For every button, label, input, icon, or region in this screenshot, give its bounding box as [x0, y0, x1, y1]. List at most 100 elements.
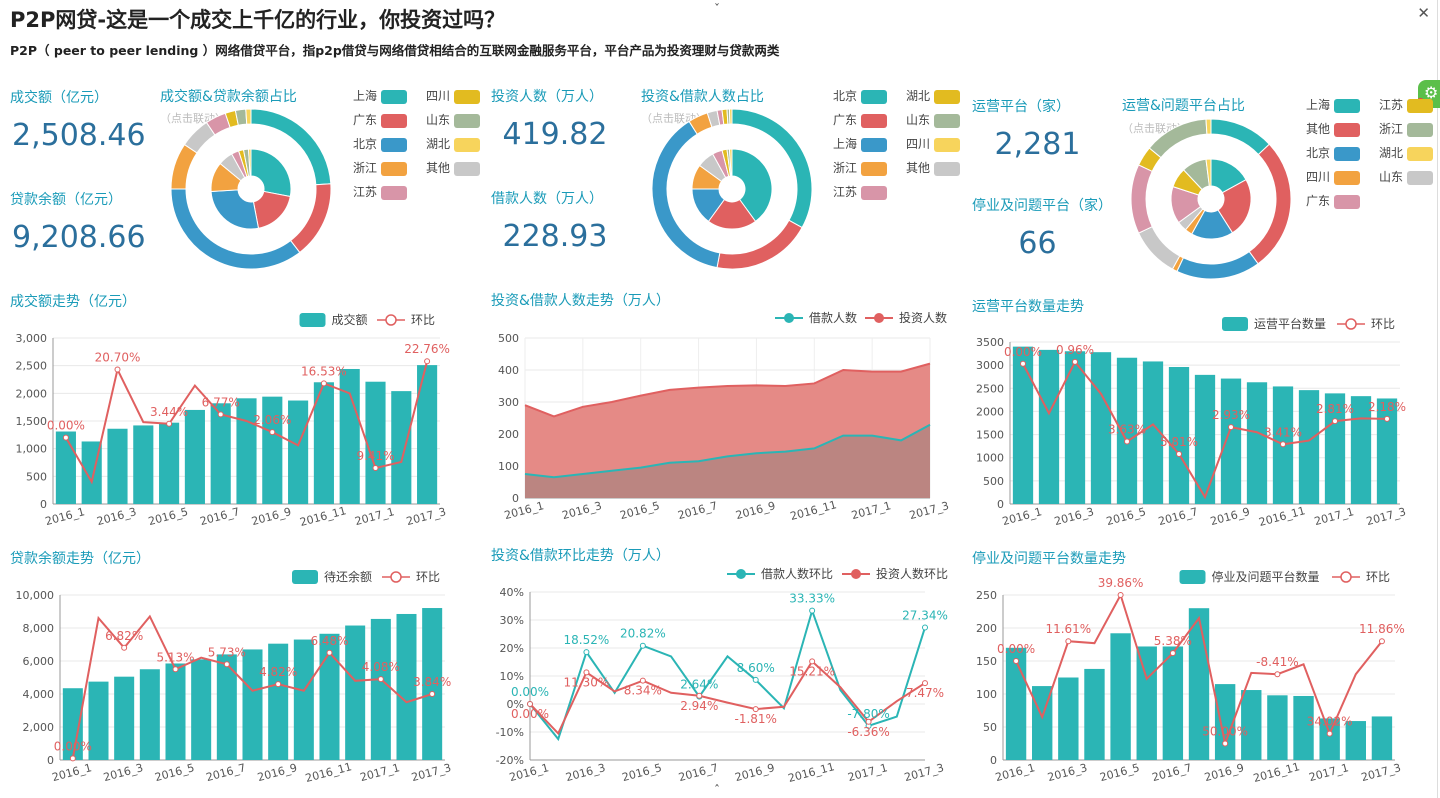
line4-bar: [345, 625, 366, 760]
pie3-legend-swatch: [1334, 195, 1360, 209]
line1-bar: [184, 409, 205, 504]
line5-data-label: 15.21%: [789, 664, 835, 678]
line3-ytick: 2500: [976, 382, 1004, 395]
line6-line: [1015, 592, 1383, 748]
expand-down-caret-icon[interactable]: ˆ: [714, 783, 720, 797]
line1-bar: [55, 431, 76, 504]
line6-bar: [1005, 647, 1027, 760]
line4-bar: [165, 663, 186, 760]
pie2-legend-label: 浙江: [833, 161, 857, 175]
line1-data-label: 6.77%: [202, 395, 240, 409]
line4-legend-swatch: [292, 570, 318, 584]
line4-bar: [319, 633, 340, 760]
line4-bar: [114, 676, 135, 760]
line4-ytick: 0: [47, 754, 54, 767]
line5-ytick: 0%: [507, 698, 524, 711]
line5-data-label: 7.47%: [906, 686, 944, 700]
line3-legend-label: 运营平台数量: [1254, 316, 1326, 331]
line4-data-label: 6.82%: [105, 629, 143, 643]
line6-xtick: 2016_3: [1046, 761, 1088, 784]
line1-line-point: [320, 380, 327, 387]
line4-bar: [370, 618, 391, 760]
collapse-up-caret-icon[interactable]: ˇ: [714, 2, 720, 16]
line4-legend-dot: [390, 571, 402, 583]
line5-data-label: -7.80%: [847, 707, 889, 721]
line6-data-label: 5.38%: [1154, 634, 1192, 648]
pie1-legend-swatch: [454, 90, 480, 104]
pie3-outer-slice-广东: [1130, 164, 1153, 234]
pie1-legend-swatch: [454, 138, 480, 152]
line1-legend-label: 成交额: [332, 312, 368, 327]
line6-ytick: 200: [976, 622, 997, 635]
pie1-legend-label: 湖北: [426, 136, 450, 151]
pie2-inner-slice-四川: [728, 148, 733, 177]
pie2-legend-swatch: [861, 186, 887, 200]
line2-legend-label: 借款人数: [809, 310, 857, 325]
line3-data-label: 3.63%: [1108, 423, 1146, 437]
line3-legend-dot: [1345, 318, 1357, 330]
line6-ytick: 150: [976, 655, 997, 668]
line1-xtick: 2016_9: [250, 505, 292, 528]
line4-data-label: 3.84%: [413, 675, 451, 689]
pie3-legend-swatch: [1407, 123, 1433, 137]
close-icon[interactable]: ✕: [1417, 4, 1430, 22]
gear-icon: ⚙: [1424, 83, 1439, 102]
line4-xtick: 2017_1: [359, 761, 401, 784]
line3-data-label: 2.81%: [1316, 402, 1354, 416]
line5-line-投资人数环比: [529, 659, 926, 736]
line1-xtick: 2017_1: [353, 505, 395, 528]
pie1-legend-swatch: [381, 90, 407, 104]
pie3-legend-label: 广东: [1306, 194, 1330, 208]
line4-data-label: 5.73%: [208, 645, 246, 659]
kpi-problem-platforms-label: 停业及问题平台（家）: [972, 198, 1112, 214]
pie2-legend-swatch: [861, 90, 887, 104]
line1-data-label: 16.53%: [301, 364, 347, 378]
line2-xtick: 2016_11: [789, 498, 838, 523]
pie2-legend-swatch: [861, 162, 887, 176]
line1-line-point: [217, 411, 224, 418]
line3-ytick: 1000: [976, 452, 1004, 465]
line2-ytick: 400: [498, 364, 519, 377]
line3-xtick: 2016_9: [1209, 505, 1251, 528]
line5-data-label: 2.94%: [680, 699, 718, 713]
line6-bar: [1371, 716, 1393, 760]
line6-xtick: 2016_9: [1203, 761, 1245, 784]
pie1-legend-swatch: [454, 162, 480, 176]
line1-data-label: 9.41%: [356, 449, 394, 463]
line4-line-point: [429, 691, 436, 697]
mom-trend-title: 投资&借款环比走势（万人）: [491, 548, 670, 564]
line1-ytick: 2,500: [16, 360, 48, 373]
line1-line-point: [62, 434, 69, 441]
line5-ytick: 20%: [500, 642, 524, 655]
pie3-legend-swatch: [1334, 99, 1360, 113]
kpi-investors-value: 419.82: [502, 117, 608, 152]
line3-line-point: [1228, 424, 1234, 431]
line3-xtick: 2016_5: [1105, 505, 1147, 528]
line4-bar: [88, 681, 109, 760]
line1-bar: [159, 422, 180, 504]
line4-ytick: 8,000: [23, 622, 55, 635]
line5-data-label: 0.00%: [511, 685, 549, 699]
deal-trend-title: 成交额走势（亿元）: [10, 294, 136, 310]
line5-xtick: 2017_3: [903, 761, 945, 784]
kpi-problem-platforms-value: 66: [1018, 226, 1057, 261]
pie2-legend-label: 其他: [906, 161, 930, 175]
line2-ytick: 300: [498, 396, 519, 409]
line4-ytick: 10,000: [16, 589, 55, 602]
line3-line-point: [1176, 451, 1182, 458]
line6-xtick: 2017_3: [1360, 761, 1402, 784]
kpi-loan-balance-value: 9,208.66: [12, 220, 146, 255]
pie1-legend-label: 四川: [426, 89, 450, 103]
line1-bar: [417, 365, 438, 504]
line4-line: [71, 614, 433, 759]
line5-legend-dot: [736, 569, 746, 579]
pie1-legend-label: 江苏: [353, 185, 377, 199]
line4-line-point: [275, 681, 282, 688]
line6-data-label: 0.00%: [997, 642, 1035, 656]
line6-bar: [1058, 677, 1079, 760]
line3-line: [1022, 360, 1388, 500]
line2-ytick: 500: [498, 332, 519, 345]
pie2-legend-swatch: [934, 138, 960, 152]
line3-bar: [1350, 396, 1372, 504]
line1-ytick: 2,000: [16, 387, 48, 400]
